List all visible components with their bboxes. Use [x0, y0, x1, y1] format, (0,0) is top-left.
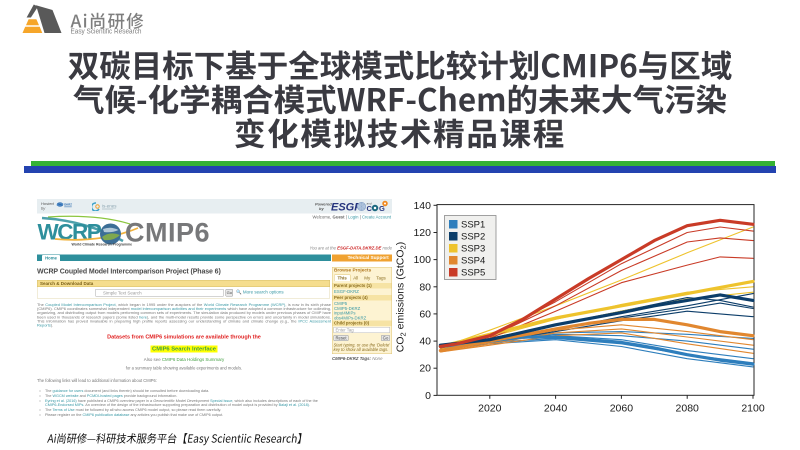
svg-text:2080: 2080: [676, 402, 700, 414]
svg-text:120: 120: [413, 227, 431, 239]
svg-text:is-enes: is-enes: [102, 204, 117, 209]
svg-text:2060: 2060: [610, 402, 634, 414]
svg-text:DKRZ: DKRZ: [64, 203, 72, 207]
svg-text:and: and: [367, 202, 372, 206]
svg-text:100: 100: [413, 254, 431, 266]
svg-text:20: 20: [419, 363, 431, 375]
svg-text:2100: 2100: [741, 402, 765, 414]
svg-text:2020: 2020: [478, 402, 502, 414]
svg-text:C: C: [367, 204, 373, 213]
svg-text:SSP2: SSP2: [461, 232, 485, 243]
svg-text:60: 60: [419, 308, 431, 320]
svg-text:140: 140: [413, 200, 431, 212]
svg-text:SSP1: SSP1: [461, 220, 485, 231]
svg-text:0: 0: [425, 390, 431, 402]
svg-text:Easy Scientific Research: Easy Scientific Research: [71, 29, 142, 36]
svg-text:SSP3: SSP3: [461, 244, 485, 255]
svg-text:ESGF: ESGF: [331, 202, 361, 213]
svg-text:80: 80: [419, 281, 431, 293]
svg-text:40: 40: [419, 336, 431, 348]
svg-text:SSP5: SSP5: [461, 268, 485, 279]
svg-text:by: by: [319, 206, 324, 211]
svg-text:2040: 2040: [544, 402, 568, 414]
svg-text:SSP4: SSP4: [461, 256, 485, 267]
svg-text:G: G: [379, 204, 385, 213]
svg-text:Powered: Powered: [315, 202, 332, 207]
svg-text:CO2 emissions (GtCO2): CO2 emissions (GtCO2): [395, 242, 408, 352]
